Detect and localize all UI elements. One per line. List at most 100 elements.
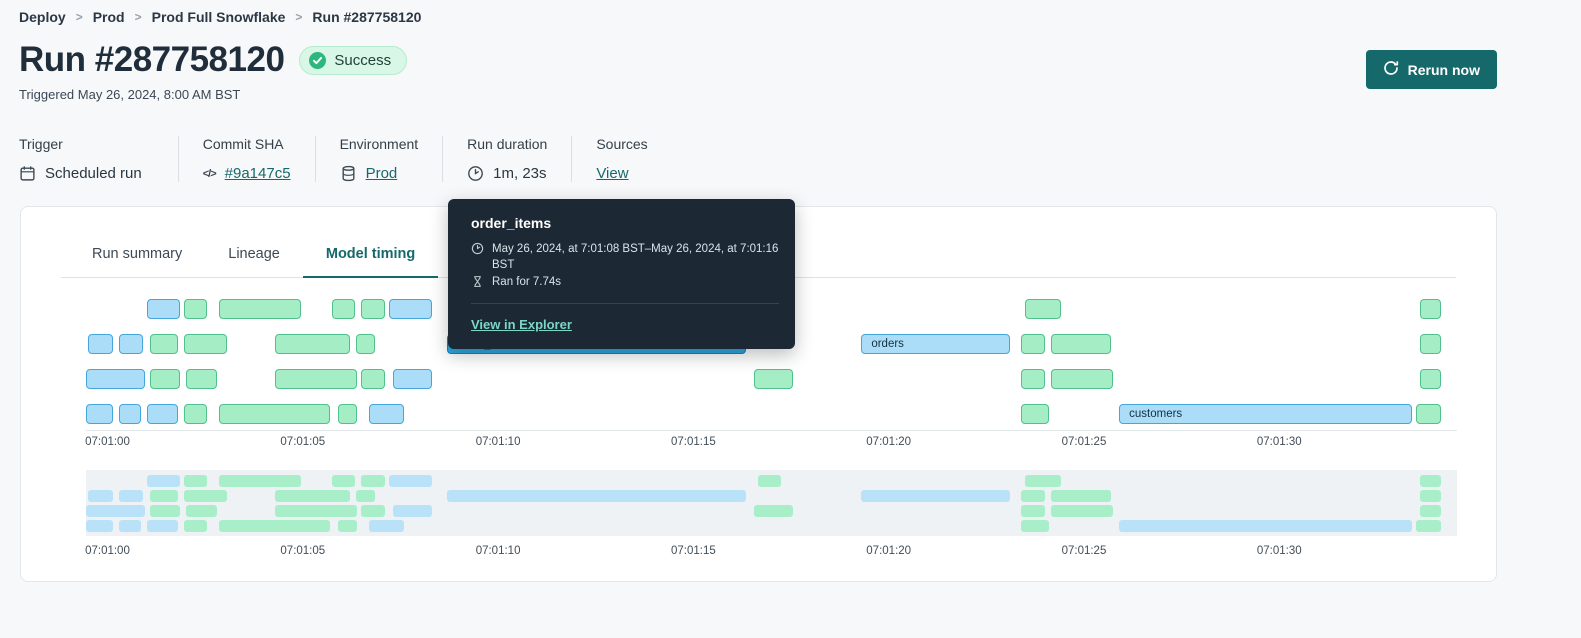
model-bar[interactable] (1415, 404, 1442, 424)
model-bar (1050, 490, 1112, 502)
model-bar[interactable] (1021, 369, 1045, 389)
model-bar (86, 505, 145, 517)
model-bar (275, 505, 358, 517)
minimap-row (86, 520, 1457, 532)
model-bar[interactable] (361, 299, 385, 319)
commit-sha-link[interactable]: #9a147c5 (224, 165, 291, 182)
clock-icon (471, 242, 484, 255)
clock-icon (467, 165, 484, 182)
model-bar (146, 520, 178, 532)
sources-view-link[interactable]: View (596, 165, 629, 182)
gantt-time-axis: 07:01:00 07:01:05 07:01:10 07:01:15 07:01:20… (85, 430, 1457, 454)
model-bar (218, 475, 301, 487)
model-bar[interactable] (146, 404, 178, 424)
axis-tick: 07:01:15 (670, 436, 716, 448)
hourglass-icon (471, 275, 484, 288)
calendar-icon (19, 165, 36, 182)
model-bar[interactable] (1419, 334, 1442, 354)
model-timing-chart: order_itemsorderscustomers 07:01:0007:01… (85, 299, 1457, 562)
model-bar[interactable] (119, 404, 141, 424)
model-bar (183, 490, 227, 502)
model-bar[interactable] (355, 334, 376, 354)
orders-bar[interactable]: orders (861, 334, 1010, 354)
chevron-right-icon: > (134, 10, 142, 24)
breadcrumb-prod[interactable]: Prod (92, 9, 125, 25)
tab-model-timing[interactable]: Model timing (302, 233, 439, 278)
model-bar[interactable] (388, 299, 432, 319)
gantt-minimap-brush[interactable] (86, 470, 1457, 536)
model-bar (275, 490, 350, 502)
model-bar[interactable] (275, 334, 350, 354)
model-bar (1021, 505, 1045, 517)
model-bar[interactable] (1050, 334, 1112, 354)
model-bar (332, 475, 356, 487)
model-bar (1021, 520, 1049, 532)
tab-lineage[interactable]: Lineage (228, 246, 280, 262)
model-bar[interactable] (332, 299, 356, 319)
model-bar[interactable] (146, 299, 180, 319)
axis-tick: 07:01:25 (1061, 436, 1107, 448)
refresh-icon (1383, 60, 1399, 79)
status-badge-label: Success (334, 51, 392, 69)
model-bar[interactable] (86, 369, 145, 389)
axis-tick: 07:01:10 (475, 545, 521, 557)
minimap-row (86, 490, 1457, 502)
model-bar (218, 520, 331, 532)
model-bar[interactable] (87, 334, 114, 354)
model-bar[interactable] (361, 369, 385, 389)
model-bar[interactable] (369, 404, 405, 424)
model-bar[interactable] (183, 404, 208, 424)
meta-trigger: Trigger Scheduled run (19, 136, 178, 182)
model-bar[interactable] (337, 404, 358, 424)
model-bar[interactable] (1050, 369, 1114, 389)
model-bar[interactable] (183, 334, 227, 354)
model-bar[interactable] (1025, 299, 1061, 319)
meta-environment: Environment Prod (314, 136, 443, 182)
tooltip-model-name: order_items (471, 215, 552, 231)
model-bar[interactable] (218, 299, 301, 319)
axis-tick: 07:01:20 (866, 545, 912, 557)
code-icon: </> (202, 167, 217, 180)
axis-tick: 07:01:30 (1256, 436, 1302, 448)
model-bar (86, 520, 114, 532)
model-bar (150, 505, 180, 517)
environment-link[interactable]: Prod (365, 165, 398, 182)
model-bar[interactable] (218, 404, 331, 424)
breadcrumb-deploy[interactable]: Deploy (19, 9, 66, 25)
status-badge: Success (299, 45, 408, 75)
model-bar[interactable] (119, 334, 143, 354)
model-bar (753, 505, 793, 517)
minimap-row (86, 475, 1457, 487)
model-bar[interactable] (275, 369, 358, 389)
model-bar[interactable] (1021, 334, 1045, 354)
model-bar[interactable] (185, 369, 217, 389)
axis-tick: 07:01:05 (280, 436, 326, 448)
run-meta-row: Trigger Scheduled run Commit SHA </> #9a… (19, 136, 1581, 182)
meta-label: Commit SHA (202, 136, 284, 152)
model-bar[interactable] (392, 369, 432, 389)
model-bar[interactable] (1419, 299, 1442, 319)
rerun-now-button[interactable]: Rerun now (1365, 50, 1497, 89)
triggered-timestamp: Triggered May 26, 2024, 8:00 AM BST (19, 87, 241, 102)
tooltip-time-range: May 26, 2024, at 7:01:08 BST–May 26, 202… (492, 243, 779, 271)
model-bar[interactable] (183, 299, 208, 319)
model-bar (361, 475, 385, 487)
axis-tick: 07:01:00 (85, 436, 130, 448)
axis-tick: 07:01:30 (1256, 545, 1302, 557)
breadcrumb-job[interactable]: Prod Full Snowflake (151, 9, 286, 25)
model-bar[interactable] (753, 369, 793, 389)
model-bar (146, 475, 180, 487)
bar-label: customers (1129, 408, 1183, 420)
view-in-explorer-link[interactable]: View in Explorer (471, 317, 572, 332)
tab-run-summary[interactable]: Run summary (92, 246, 183, 262)
model-bar[interactable] (150, 369, 180, 389)
model-bar[interactable] (150, 334, 178, 354)
model-bar (1419, 490, 1442, 502)
meta-label: Environment (339, 136, 419, 152)
customers-bar[interactable]: customers (1119, 404, 1413, 424)
model-bar[interactable] (1021, 404, 1049, 424)
model-bar[interactable] (1419, 369, 1442, 389)
model-bar (757, 475, 782, 487)
minimap-time-axis: 07:01:00 07:01:05 07:01:10 07:01:15 07:01:20… (85, 540, 1457, 562)
model-bar[interactable] (86, 404, 114, 424)
